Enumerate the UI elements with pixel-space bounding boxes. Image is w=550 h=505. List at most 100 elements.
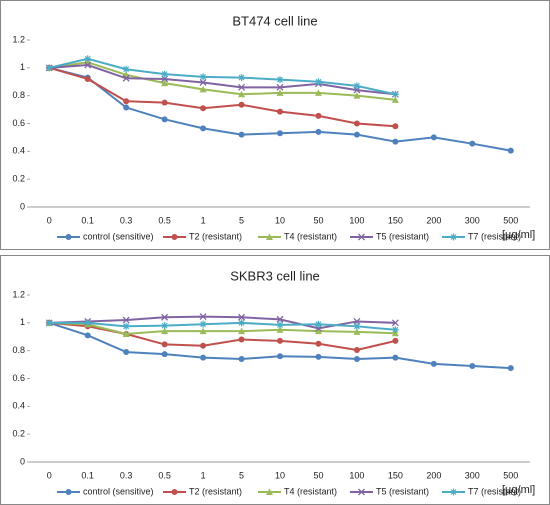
legend-marker — [266, 233, 273, 240]
x-tick-label: 100 — [349, 215, 364, 225]
marker — [353, 82, 361, 90]
marker — [84, 319, 92, 327]
marker — [199, 320, 207, 328]
legend-label: T7 (resistant) — [468, 486, 521, 496]
marker — [199, 313, 207, 321]
legend-label: T2 (resistant) — [189, 231, 242, 241]
marker — [123, 349, 130, 356]
marker — [353, 322, 361, 330]
marker — [161, 116, 168, 123]
y-tick-label: 0 — [20, 201, 25, 211]
x-tick-label: 1 — [201, 215, 206, 225]
y-tick-label: 0.4 — [12, 146, 25, 156]
y-tick-label: 0.6 — [12, 118, 25, 128]
legend-marker — [450, 488, 457, 496]
x-tick-label: 0.3 — [120, 470, 133, 480]
legend-label: T5 (resistant) — [376, 231, 429, 241]
marker — [238, 319, 246, 327]
marker — [238, 131, 245, 138]
legend-marker — [171, 234, 178, 240]
marker — [353, 328, 361, 335]
x-tick-label: 0.5 — [158, 470, 171, 480]
y-tick-label: 0.4 — [12, 401, 25, 411]
marker — [315, 128, 322, 135]
legend-marker — [171, 489, 178, 495]
x-tick-label: 1 — [201, 470, 206, 480]
marker — [199, 78, 207, 86]
marker — [122, 316, 130, 324]
legend-marker — [358, 488, 365, 496]
legend-marker — [266, 488, 273, 495]
marker — [200, 342, 207, 349]
x-tick-label: 0.1 — [81, 215, 94, 225]
x-tick-label: 200 — [426, 215, 441, 225]
marker — [238, 356, 245, 363]
marker — [469, 362, 476, 369]
legend-marker — [358, 233, 365, 241]
marker — [353, 346, 360, 353]
marker — [276, 76, 284, 84]
x-tick-label: 5 — [239, 470, 244, 480]
marker — [353, 120, 360, 127]
legend-label: T4 (resistant) — [284, 486, 337, 496]
x-tick-label: 0.5 — [158, 215, 171, 225]
marker — [161, 75, 169, 83]
marker — [123, 104, 130, 111]
marker — [84, 55, 92, 63]
marker — [314, 78, 322, 86]
marker — [238, 327, 246, 335]
marker — [391, 319, 399, 327]
marker — [161, 99, 168, 106]
marker — [161, 351, 168, 358]
series-line — [49, 61, 396, 101]
x-tick-label: 50 — [313, 215, 323, 225]
x-tick-label: 150 — [388, 470, 403, 480]
marker — [238, 90, 246, 98]
legend-marker — [65, 234, 72, 240]
x-tick-label: 0 — [47, 470, 52, 480]
marker — [392, 123, 399, 130]
y-tick-label: 1.2 — [12, 289, 25, 299]
marker — [353, 92, 361, 99]
marker — [199, 85, 207, 93]
x-tick-label: 100 — [349, 470, 364, 480]
marker — [276, 315, 284, 323]
legend-label: T2 (resistant) — [189, 486, 242, 496]
marker — [392, 354, 399, 361]
marker — [315, 353, 322, 360]
x-tick-label: 10 — [275, 215, 285, 225]
marker — [238, 101, 245, 108]
marker — [507, 365, 514, 372]
marker — [276, 326, 284, 333]
marker — [238, 313, 245, 321]
x-tick-label: 200 — [426, 470, 441, 480]
marker — [391, 90, 399, 98]
x-tick-label: 500 — [503, 470, 518, 480]
marker — [391, 326, 399, 334]
marker — [45, 319, 53, 327]
y-tick-label: 0.6 — [12, 373, 25, 383]
y-tick-label: 0.2 — [12, 174, 25, 184]
marker — [238, 336, 245, 343]
legend-marker — [65, 489, 72, 495]
x-tick-label: 300 — [465, 215, 480, 225]
legend-label: control (sensitive) — [83, 231, 154, 241]
marker — [200, 125, 207, 132]
y-tick-label: 0.8 — [12, 90, 25, 100]
y-tick-label: 0 — [20, 456, 25, 466]
series-line — [49, 321, 396, 331]
marker — [277, 353, 283, 360]
legend-marker — [450, 233, 457, 241]
y-tick-label: 1 — [20, 62, 25, 72]
marker — [84, 61, 92, 69]
marker — [392, 138, 399, 145]
marker — [392, 337, 399, 344]
chart-title: SKBR3 cell line — [230, 268, 320, 283]
marker — [122, 322, 130, 330]
marker — [161, 70, 169, 78]
series-line — [49, 321, 396, 335]
x-tick-label: 50 — [313, 470, 323, 480]
marker — [315, 112, 322, 119]
marker — [161, 79, 169, 87]
marker — [200, 354, 207, 361]
